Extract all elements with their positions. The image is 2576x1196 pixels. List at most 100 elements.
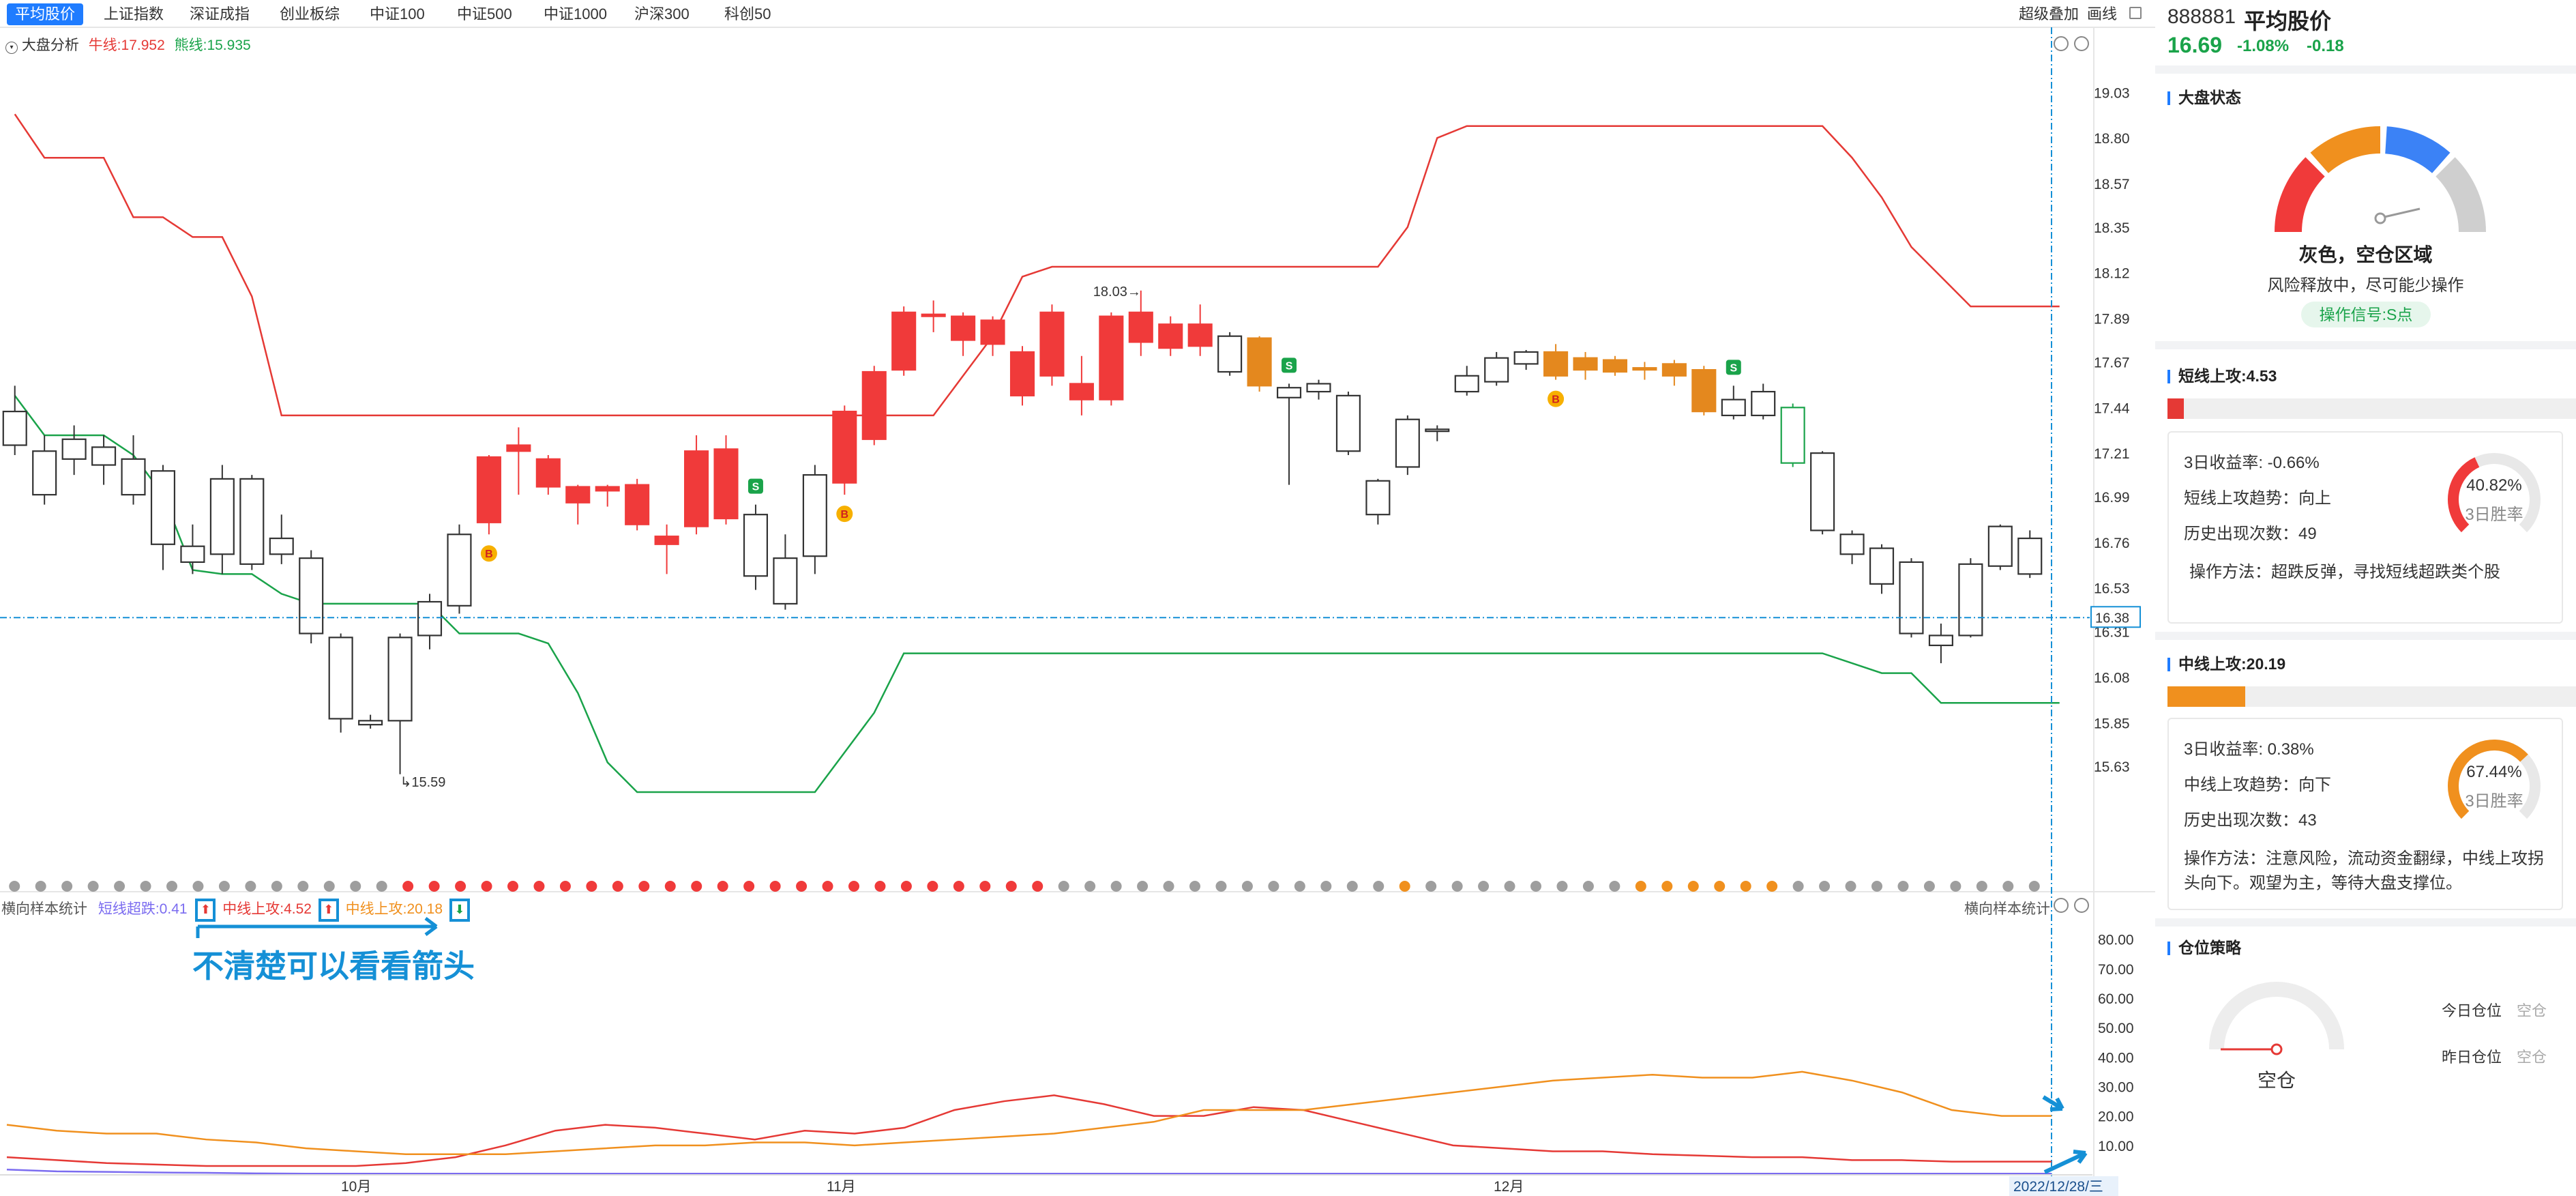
state-dot xyxy=(1897,881,1909,892)
y-tick-label: 16.99 xyxy=(2094,490,2130,506)
tab-csi300[interactable]: 沪深300 xyxy=(634,5,690,23)
state-dot xyxy=(1792,881,1804,892)
state-dot xyxy=(428,881,440,892)
candle xyxy=(1928,623,1953,664)
mid-attack-value-2: 中线上攻:20.18 xyxy=(345,901,443,917)
state-dot xyxy=(1845,881,1856,892)
y-tick-label: 17.67 xyxy=(2094,355,2130,370)
state-dot xyxy=(297,881,309,892)
candle xyxy=(1009,346,1035,406)
candle-body xyxy=(1810,452,1835,531)
candle-body xyxy=(417,600,443,637)
candle xyxy=(1602,355,1628,376)
draw-line-button[interactable]: 画线 xyxy=(2087,5,2118,23)
tab-csi500[interactable]: 中证500 xyxy=(457,5,512,23)
candle-body xyxy=(1069,383,1094,400)
mid-method-line2: 头向下。观望为主，等待大盘支撑位。 xyxy=(2184,874,2462,892)
candle xyxy=(209,465,235,574)
mid-attack-title: 中线上攻:20.19 xyxy=(2167,651,2285,674)
candle-body xyxy=(2017,537,2043,575)
sub-y-tick-label: 20.00 xyxy=(2098,1109,2134,1125)
candle xyxy=(1217,332,1243,376)
state-dot xyxy=(481,881,492,892)
stock-code: 888881 xyxy=(2167,5,2236,28)
candle-body xyxy=(180,545,205,564)
candle-body xyxy=(1632,367,1657,371)
annotation-arrowhead xyxy=(424,917,438,936)
right-info-panel: 888881 平均股价 16.69 -1.08% -0.18 大盘状态 灰色，空… xyxy=(2155,0,2576,1196)
candle-body xyxy=(743,514,769,577)
overlay-button[interactable]: 超级叠加 xyxy=(2019,5,2079,23)
mid-winrate-value: 67.44% xyxy=(2466,763,2522,781)
sub-y-tick-label: 60.00 xyxy=(2098,991,2134,1007)
mid-count: 历史出现次数：43 xyxy=(2184,811,2317,830)
candle-body xyxy=(1039,311,1065,377)
short-winrate-gauge xyxy=(2448,453,2541,533)
candle-body xyxy=(299,557,324,635)
sell-signal-marker xyxy=(1282,358,1297,373)
state-dot xyxy=(979,881,991,892)
tab-chinext[interactable]: 创业板综 xyxy=(280,5,340,23)
candle xyxy=(506,427,531,495)
chart-area[interactable]: 平均股价 上证指数 深证成指 创业板综 中证100 中证500 中证1000 沪… xyxy=(0,0,2155,1196)
candle xyxy=(1987,524,2013,570)
sub-indicator-title[interactable]: 横向样本统计 短线超跌:0.41 ⬆ 中线上攻:4.52 ⬆ 中线上攻:20.1… xyxy=(1,898,470,922)
market-status-desc: 风险释放中，尽可能少操作 xyxy=(2267,276,2464,295)
collapse-icon[interactable]: ▾ xyxy=(5,42,18,54)
candle-body xyxy=(209,478,235,555)
state-dot xyxy=(376,881,387,892)
candle xyxy=(358,714,383,729)
candle-body xyxy=(1751,390,1776,417)
candle xyxy=(299,550,324,644)
candle-body xyxy=(595,486,620,492)
y-tick-label: 17.44 xyxy=(2094,400,2130,416)
candle xyxy=(1069,355,1094,415)
candle-body xyxy=(1573,357,1598,371)
tab-csi100[interactable]: 中证100 xyxy=(370,5,425,23)
help-icon xyxy=(2074,36,2089,51)
series-line-2 xyxy=(6,1094,2052,1167)
candle-body xyxy=(1306,383,1331,393)
candle-body xyxy=(951,315,976,341)
candle xyxy=(1691,366,1717,415)
tab-csi1000[interactable]: 中证1000 xyxy=(544,5,607,23)
mid-trend: 中线上攻趋势：向下 xyxy=(2184,776,2331,794)
position-strategy-title: 仓位策略 xyxy=(2167,935,2241,958)
date-label-box xyxy=(2009,1176,2118,1196)
candle-body xyxy=(506,444,531,452)
stock-name: 平均股价 xyxy=(2244,9,2332,33)
candle-body xyxy=(1335,394,1361,452)
state-dot xyxy=(1189,881,1200,892)
main-indicator-title[interactable]: ▾ 大盘分析 牛线:17.952 熊线:15.935 xyxy=(5,34,251,55)
candle-body xyxy=(1928,635,1953,647)
sub-y-tick-label: 30.00 xyxy=(2098,1079,2134,1095)
tab-avg-price[interactable]: 平均股价 xyxy=(7,3,84,25)
y-tick-label: 18.12 xyxy=(2094,266,2130,282)
stock-change-pct: -1.08% xyxy=(2237,37,2290,55)
candle-body xyxy=(921,313,946,317)
help-icon xyxy=(2074,898,2089,913)
candle-body xyxy=(1721,398,1746,417)
state-dot xyxy=(1661,881,1673,892)
candle-body xyxy=(1513,351,1539,365)
y-tick-label: 15.85 xyxy=(2094,716,2130,731)
tab-star50[interactable]: 科创50 xyxy=(724,5,771,23)
state-dot xyxy=(822,881,833,892)
y-tick-label: 19.03 xyxy=(2094,85,2130,101)
state-dot xyxy=(796,881,808,892)
candle-body xyxy=(713,448,739,520)
sell-signal-label: S xyxy=(1730,362,1737,374)
x-axis-label: 11月 xyxy=(827,1179,856,1195)
state-dot xyxy=(559,881,571,892)
settings-panel-icon[interactable] xyxy=(2129,7,2142,19)
candle-body xyxy=(328,637,353,720)
tab-shenzhen[interactable]: 深证成指 xyxy=(190,5,250,23)
candle-body xyxy=(1365,480,1391,516)
state-dot xyxy=(1478,881,1490,892)
state-dot xyxy=(1005,881,1017,892)
candle xyxy=(476,455,501,535)
state-dot xyxy=(2028,881,2040,892)
position-pivot xyxy=(2270,1043,2283,1055)
tab-shanghai[interactable]: 上证指数 xyxy=(104,5,164,23)
candle xyxy=(861,366,887,446)
